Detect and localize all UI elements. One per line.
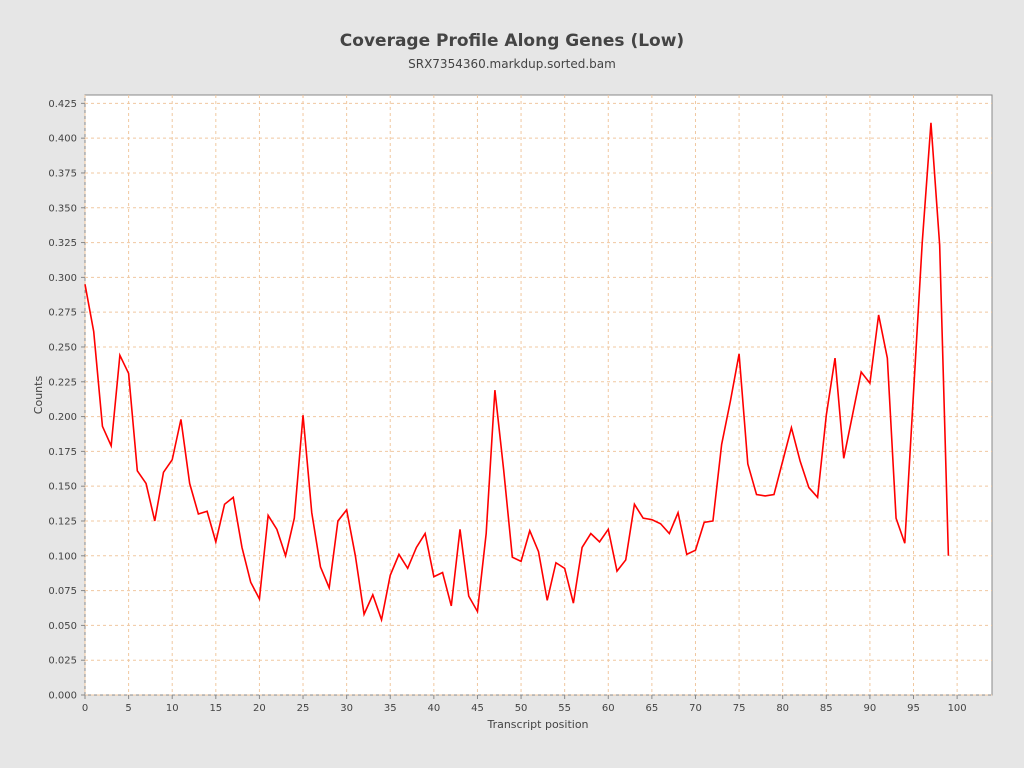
y-tick-label: 0.175: [48, 447, 77, 458]
y-tick-label: 0.000: [48, 691, 77, 702]
x-tick-label: 30: [340, 703, 353, 714]
y-tick-label: 0.250: [48, 342, 77, 353]
x-axis-label: Transcript position: [486, 718, 588, 731]
plot-area: [84, 94, 993, 696]
x-tick-label: 55: [558, 703, 571, 714]
x-tick-label: 100: [948, 703, 967, 714]
grid: [84, 95, 992, 696]
y-tick-label: 0.050: [48, 621, 77, 632]
ticks: 0 5 10 15 20 25 30 35 40 45 50 55 60 65 70 75 80 85 90 95 10…: [48, 99, 966, 714]
y-tick-label: 0.225: [48, 377, 77, 388]
x-tick-label: 80: [776, 703, 789, 714]
coverage-line: [84, 122, 950, 623]
y-tick-label: 0.375: [48, 168, 77, 179]
x-tick-label: 60: [602, 703, 615, 714]
y-tick-label: 0.400: [48, 134, 77, 145]
x-tick-label: 0: [82, 703, 88, 714]
y-tick-label: 0.200: [48, 412, 77, 423]
y-tick-label: 0.300: [48, 273, 77, 284]
y-tick-label: 0.325: [48, 238, 77, 249]
x-tick-label: 5: [125, 703, 131, 714]
x-tick-label: 10: [166, 703, 179, 714]
y-tick-label: 0.100: [48, 551, 77, 562]
x-tick-label: 25: [297, 703, 310, 714]
chart-subtitle: SRX7354360.markdup.sorted.bam: [408, 57, 616, 71]
x-tick-label: 40: [427, 703, 440, 714]
y-tick-label: 0.425: [48, 99, 77, 110]
x-tick-label: 20: [253, 703, 266, 714]
y-tick-label: 0.350: [48, 203, 77, 214]
y-tick-label: 0.275: [48, 308, 77, 319]
x-tick-label: 90: [864, 703, 877, 714]
y-tick-label: 0.025: [48, 656, 77, 667]
y-tick-label: 0.075: [48, 586, 77, 597]
y-axis-label: Counts: [32, 376, 45, 415]
y-tick-label: 0.125: [48, 516, 77, 527]
x-tick-label: 45: [471, 703, 484, 714]
x-tick-label: 75: [733, 703, 746, 714]
y-tick-label: 0.150: [48, 482, 77, 493]
x-tick-label: 85: [820, 703, 833, 714]
chart-title: Coverage Profile Along Genes (Low): [339, 31, 685, 51]
x-tick-label: 65: [646, 703, 659, 714]
x-tick-label: 95: [907, 703, 920, 714]
x-tick-label: 35: [384, 703, 397, 714]
x-tick-label: 70: [689, 703, 702, 714]
x-tick-label: 50: [515, 703, 528, 714]
x-tick-label: 15: [209, 703, 222, 714]
